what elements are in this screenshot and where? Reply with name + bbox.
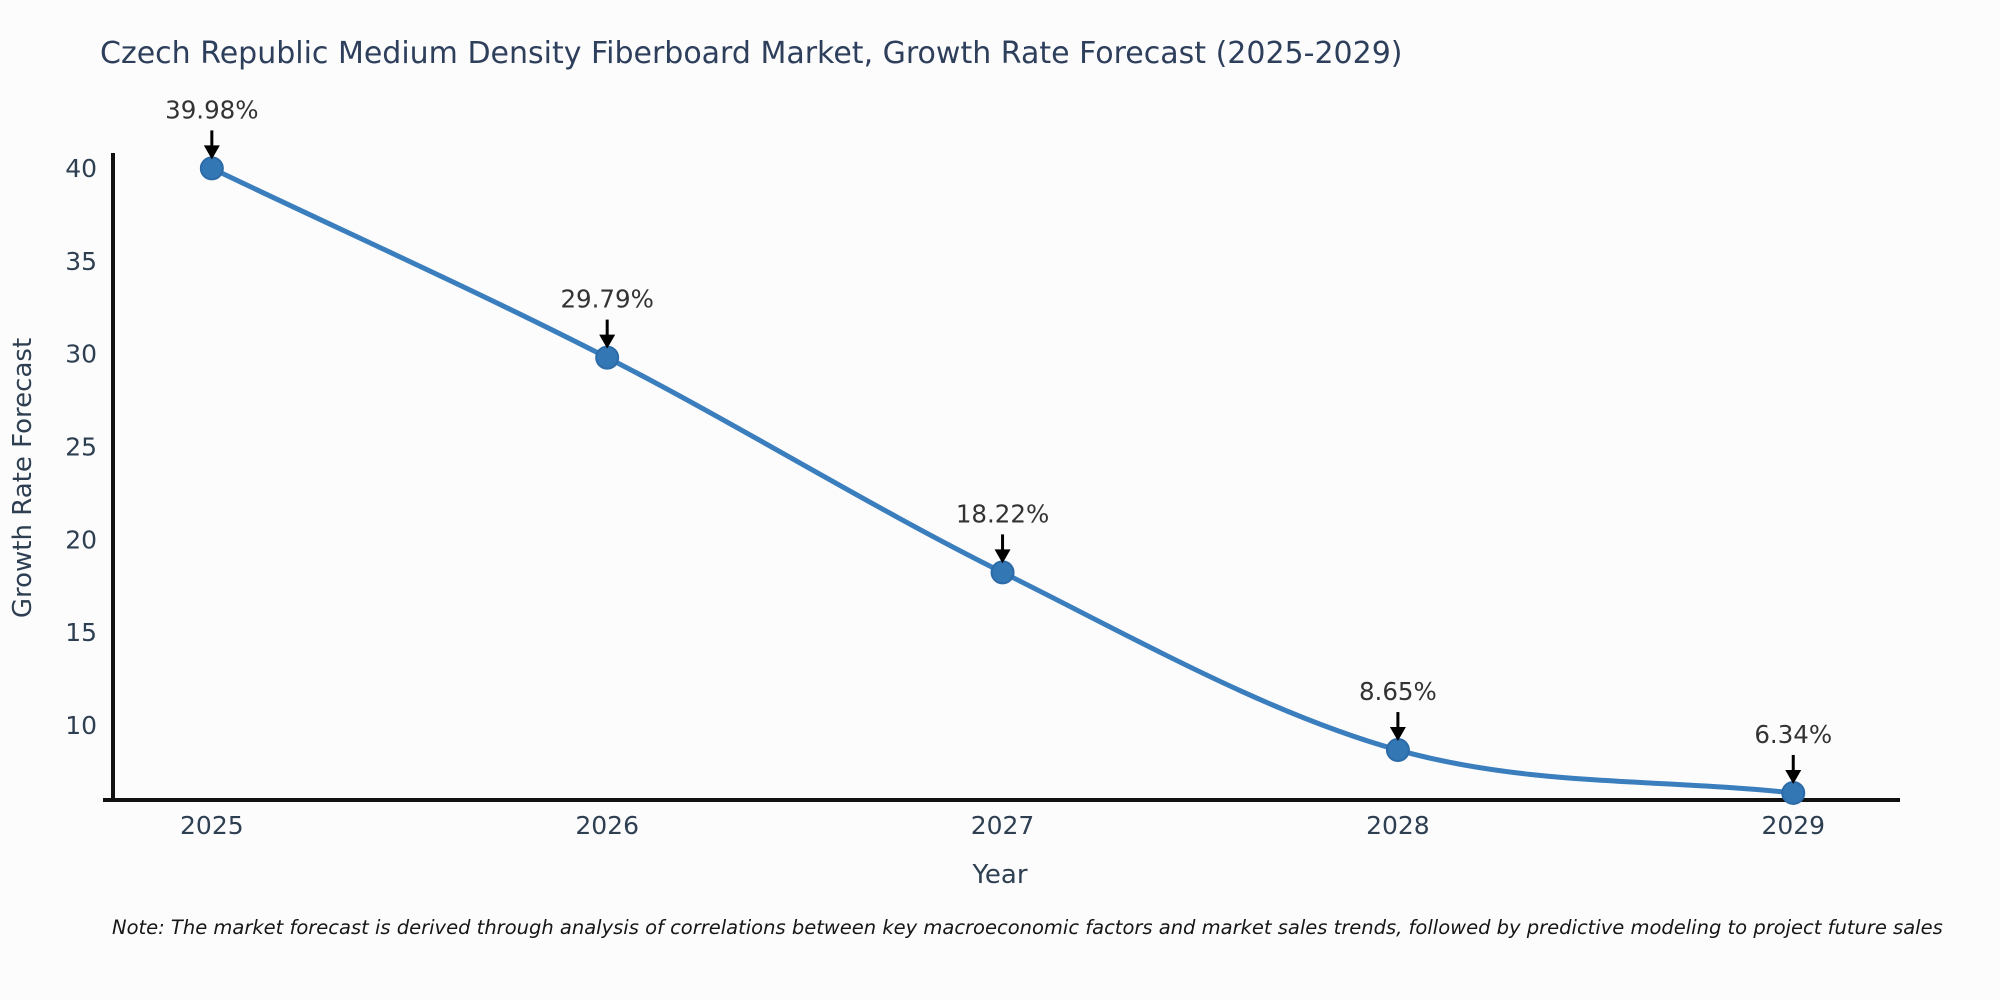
point-annotation-label: 18.22% (956, 499, 1049, 528)
y-axis-title: Growth Rate Forecast (8, 337, 38, 619)
data-point-marker (990, 560, 1015, 585)
x-tick-label: 2028 (1366, 811, 1430, 840)
point-annotation-label: 39.98% (165, 95, 258, 124)
data-point-marker (199, 156, 224, 181)
point-annotation-label: 6.34% (1754, 720, 1832, 749)
footnote: Note: The market forecast is derived thr… (112, 916, 1943, 939)
annotation-arrowhead (1389, 727, 1406, 742)
y-tick-label: 40 (65, 154, 97, 183)
annotation-arrowhead (203, 145, 220, 160)
y-tick-label: 25 (65, 433, 97, 462)
annotation-arrowhead (994, 549, 1011, 564)
y-tick-label: 35 (65, 247, 97, 276)
data-point-marker (1781, 780, 1806, 805)
x-tick-label: 2026 (575, 811, 639, 840)
annotation-arrowhead (599, 334, 616, 349)
annotation-arrowhead (1785, 769, 1802, 784)
x-tick-label: 2025 (180, 811, 244, 840)
y-tick-label: 30 (65, 340, 97, 369)
x-tick-label: 2027 (971, 811, 1035, 840)
forecast-line (209, 165, 1796, 796)
data-point-marker (595, 345, 620, 370)
y-tick-label: 10 (65, 711, 97, 740)
x-tick-label: 2029 (1761, 811, 1825, 840)
point-annotation-label: 29.79% (560, 285, 653, 314)
point-annotation-label: 8.65% (1359, 677, 1437, 706)
y-tick-label: 20 (65, 525, 97, 554)
x-axis-title: Year (972, 860, 1028, 890)
data-point-marker (1385, 738, 1410, 763)
y-tick-label: 15 (65, 618, 97, 647)
chart-title: Czech Republic Medium Density Fiberboard… (100, 36, 1403, 71)
